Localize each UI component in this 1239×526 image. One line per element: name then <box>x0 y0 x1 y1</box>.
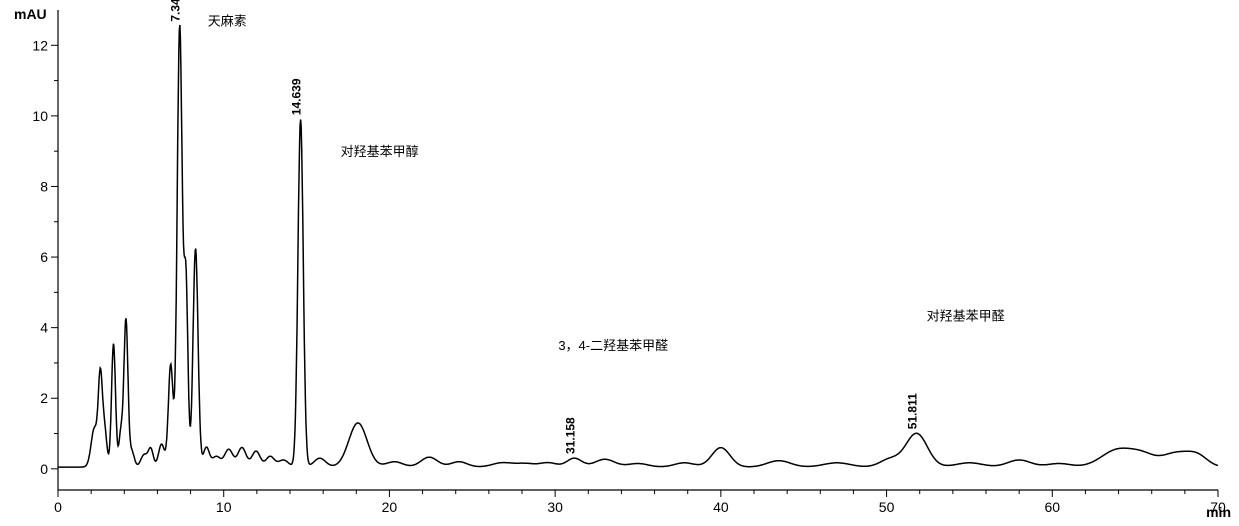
chromatogram-figure: mAU min 0246810120102030405060707.344天麻素… <box>0 0 1239 526</box>
peak-name-label: 对羟基苯甲醇 <box>341 144 419 159</box>
svg-text:20: 20 <box>382 499 398 515</box>
svg-text:8: 8 <box>40 178 48 194</box>
peak-name-label: 对羟基苯甲醛 <box>927 308 1005 323</box>
svg-text:4: 4 <box>40 320 48 336</box>
chromatogram-trace <box>58 25 1218 467</box>
peak-rt-label: 31.158 <box>563 417 577 454</box>
svg-text:2: 2 <box>40 390 48 406</box>
peak-name-label: 天麻素 <box>208 14 247 29</box>
svg-text:30: 30 <box>547 499 563 515</box>
x-axis-label: min <box>1206 504 1231 520</box>
svg-text:10: 10 <box>216 499 232 515</box>
svg-text:0: 0 <box>54 499 62 515</box>
peak-rt-label: 51.811 <box>906 393 920 429</box>
svg-text:50: 50 <box>879 499 895 515</box>
svg-text:6: 6 <box>40 249 48 265</box>
y-axis-label: mAU <box>14 6 47 22</box>
peak-name-label: 3，4-二羟基苯甲醛 <box>558 338 668 353</box>
svg-text:0: 0 <box>40 461 48 477</box>
svg-text:40: 40 <box>713 499 729 515</box>
peak-rt-label: 7.344 <box>169 0 183 22</box>
peak-rt-label: 14.639 <box>290 78 304 115</box>
svg-text:12: 12 <box>32 37 48 53</box>
chromatogram-svg: 0246810120102030405060707.344天麻素14.639对羟… <box>0 0 1239 526</box>
svg-text:10: 10 <box>32 108 48 124</box>
svg-text:60: 60 <box>1044 499 1060 515</box>
